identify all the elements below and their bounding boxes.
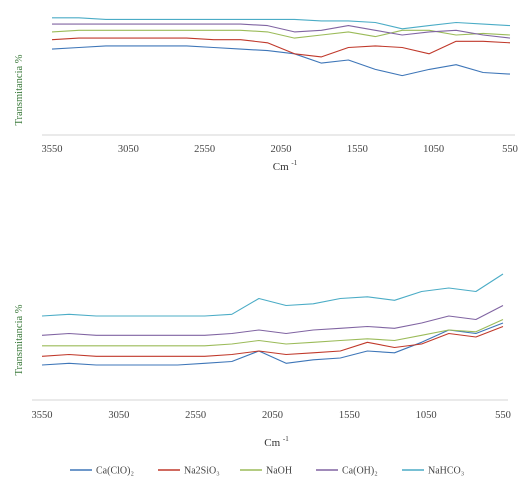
y-axis-label: Transmitancia % bbox=[14, 54, 25, 125]
x-axis-label: Cm -1 bbox=[264, 435, 289, 449]
legend-label: Ca(OH)₂ bbox=[342, 466, 378, 477]
x-axis-label-text: Cm bbox=[264, 437, 283, 449]
chart-top: 3550 3050 2550 2050 1550 1050 550 Cm -1 Transmit… bbox=[14, 17, 518, 173]
x-tick-label: 1550 bbox=[339, 410, 360, 421]
legend-label: NaOH bbox=[266, 466, 292, 477]
x-tick-label: 1050 bbox=[416, 410, 437, 421]
x-tick-label: 1550 bbox=[347, 144, 368, 155]
x-tick-label: 3050 bbox=[118, 144, 139, 155]
x-axis-label-text: Cm bbox=[273, 161, 292, 173]
legend-label: Ca(ClO)₂ bbox=[96, 466, 134, 477]
legend: Ca(ClO)₂ Na2SiO₃ NaOH Ca(OH)₂ NaHCO₃ bbox=[70, 466, 464, 477]
series-line-3 bbox=[52, 23, 511, 39]
series-line-0 bbox=[51, 45, 511, 77]
series-line-3 bbox=[41, 305, 504, 336]
x-tick-label: 550 bbox=[495, 410, 511, 421]
series-line-4 bbox=[41, 273, 504, 317]
legend-label: Na2SiO₃ bbox=[184, 466, 220, 477]
x-tick-label: 1050 bbox=[423, 144, 444, 155]
series-line-2 bbox=[42, 318, 504, 347]
x-tick-label: 2050 bbox=[262, 410, 283, 421]
y-axis-label: Transmitancia % bbox=[14, 304, 25, 375]
x-tick-label: 3550 bbox=[42, 144, 63, 155]
x-tick-label: 3550 bbox=[32, 410, 53, 421]
series-line-0 bbox=[41, 322, 504, 366]
x-tick-label: 2550 bbox=[194, 144, 215, 155]
series-line-1 bbox=[51, 37, 511, 58]
x-tick-label: 550 bbox=[502, 144, 518, 155]
series-line-1 bbox=[41, 325, 504, 357]
x-tick-label: 2550 bbox=[185, 410, 206, 421]
x-axis-label-sup: -1 bbox=[291, 159, 297, 167]
x-tick-label: 3050 bbox=[108, 410, 129, 421]
x-axis-label: Cm -1 bbox=[273, 159, 298, 173]
x-tick-label: 2050 bbox=[271, 144, 292, 155]
chart-bottom: 3550 3050 2550 2050 1550 1050 550 Cm -1 Transmit… bbox=[14, 273, 511, 449]
legend-label: NaHCO₃ bbox=[428, 466, 464, 477]
x-axis-label-sup: -1 bbox=[283, 435, 289, 443]
series-line-4 bbox=[52, 17, 511, 30]
